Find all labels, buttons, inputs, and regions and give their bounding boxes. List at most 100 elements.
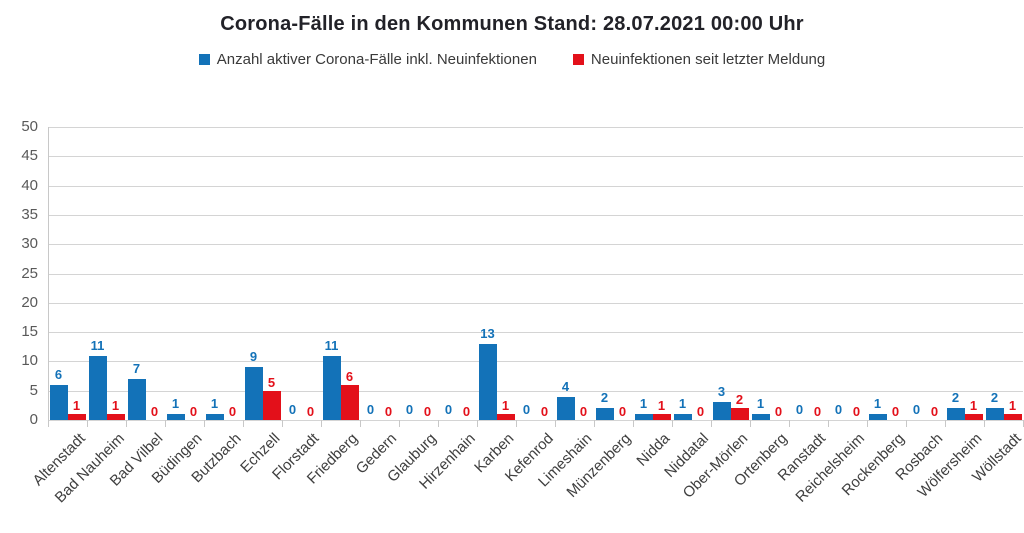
bar-value-label-new-infections: 0	[384, 404, 393, 419]
bar-value-label-new-infections: 0	[774, 404, 783, 419]
y-axis-tick-label: 30	[21, 235, 38, 253]
x-axis-tick	[243, 420, 244, 427]
y-axis-tick-label: 0	[29, 411, 38, 428]
grid-line	[48, 420, 1023, 421]
bar-value-label-active-cases: 0	[522, 402, 531, 417]
legend: Anzahl aktiver Corona-Fälle inkl. Neuinf…	[0, 51, 1024, 68]
x-axis-tick	[282, 420, 283, 427]
bar-active-cases	[985, 408, 1004, 420]
bar-value-label-active-cases: 1	[756, 396, 765, 412]
bar-value-label-active-cases: 13	[480, 325, 495, 341]
x-axis-tick	[672, 420, 673, 427]
bar-value-label-active-cases: 0	[912, 402, 921, 417]
x-axis-tick	[126, 420, 127, 427]
bar-value-label-new-infections: 0	[930, 404, 939, 419]
bar-value-label-active-cases: 1	[210, 396, 219, 412]
y-axis-tick-label: 45	[21, 147, 38, 165]
bar-new-infections	[262, 390, 281, 420]
bar-value-label-active-cases: 0	[366, 402, 375, 417]
bar-active-cases	[673, 414, 692, 420]
bar-value-label-new-infections: 5	[267, 374, 276, 390]
bar-value-label-active-cases: 3	[717, 384, 726, 400]
legend-label-new-infections: Neuinfektionen seit letzter Meldung	[590, 51, 826, 68]
bar-value-label-new-infections: 0	[540, 404, 549, 419]
x-axis-tick	[555, 420, 556, 427]
x-axis-tick	[594, 420, 595, 427]
bar-new-infections	[340, 384, 359, 420]
x-axis-tick	[477, 420, 478, 427]
bar-new-infections	[496, 414, 515, 420]
legend-swatch-active-cases	[198, 54, 210, 65]
bar-value-label-active-cases: 11	[90, 337, 105, 353]
bar-value-label-new-infections: 0	[306, 404, 315, 419]
bar-value-label-active-cases: 0	[834, 402, 843, 417]
x-axis-tick	[87, 420, 88, 427]
bar-active-cases	[166, 414, 185, 420]
x-axis-tick	[204, 420, 205, 427]
x-axis-tick	[867, 420, 868, 427]
x-axis-tick	[906, 420, 907, 427]
bar-value-label-new-infections: 1	[501, 398, 510, 414]
x-axis-tick	[789, 420, 790, 427]
grid-line	[48, 214, 1023, 216]
bar-value-label-new-infections: 1	[657, 398, 666, 414]
grid-line	[48, 273, 1023, 275]
y-axis-tick-label: 35	[21, 205, 38, 223]
bar-value-label-active-cases: 4	[561, 378, 570, 394]
x-axis-tick	[516, 420, 517, 427]
bar-value-label-active-cases: 1	[873, 396, 882, 412]
bar-active-cases	[127, 378, 146, 420]
bar-value-label-active-cases: 11	[324, 337, 339, 353]
x-axis-tick	[165, 420, 166, 427]
bar-value-label-active-cases: 1	[639, 396, 648, 412]
x-axis-tick	[399, 420, 400, 427]
x-axis-tick	[633, 420, 634, 427]
grid-line	[48, 244, 1023, 246]
chart-title: Corona-Fälle in den Kommunen Stand: 28.0…	[220, 13, 804, 35]
bar-active-cases	[868, 414, 887, 420]
bar-new-infections	[106, 414, 125, 420]
bar-value-label-active-cases: 6	[54, 366, 63, 382]
bar-active-cases	[946, 408, 965, 420]
y-axis-tick-label: 10	[21, 352, 38, 370]
bar-active-cases	[322, 355, 341, 420]
bar-active-cases	[712, 402, 731, 420]
grid-line	[48, 127, 1023, 128]
bar-value-label-new-infections: 0	[228, 404, 237, 419]
bar-value-label-new-infections: 1	[1008, 398, 1017, 414]
bar-active-cases	[595, 408, 614, 420]
bar-value-label-new-infections: 0	[618, 404, 627, 419]
y-axis-line	[48, 127, 49, 427]
bar-active-cases	[244, 367, 263, 420]
bar-value-label-active-cases: 0	[444, 402, 453, 417]
bar-value-label-active-cases: 2	[600, 390, 609, 406]
bar-new-infections	[67, 414, 86, 420]
x-axis-tick	[750, 420, 751, 427]
y-axis-tick-label: 20	[21, 293, 38, 311]
bar-value-label-new-infections: 0	[852, 404, 861, 419]
y-axis-tick-label: 50	[21, 118, 38, 135]
legend-item-active-cases: Anzahl aktiver Corona-Fälle inkl. Neuinf…	[198, 51, 537, 68]
plot-area: 6 1 11 1 7 0 1 0 1 0 9 5 0 0 11 6 0 0 0 0 0 0 13 1 0 0 4 0 2 0 1 1 1 0 3 2 1…	[48, 127, 1024, 427]
bar-value-label-active-cases: 1	[678, 396, 687, 412]
x-axis-tick	[321, 420, 322, 427]
bar-value-label-new-infections: 0	[891, 404, 900, 419]
bar-value-label-new-infections: 1	[969, 398, 978, 414]
y-axis-tick-label: 5	[29, 381, 38, 399]
bar-value-label-new-infections: 2	[735, 392, 744, 408]
bar-value-label-new-infections: 0	[813, 404, 822, 419]
x-axis-tick	[711, 420, 712, 427]
bar-active-cases	[205, 414, 224, 420]
x-axis-tick	[438, 420, 439, 427]
x-axis-tick	[945, 420, 946, 427]
grid-line	[48, 361, 1023, 363]
bar-value-label-active-cases: 0	[288, 402, 297, 417]
legend-item-new-infections: Neuinfektionen seit letzter Meldung	[572, 51, 826, 68]
bar-value-label-new-infections: 0	[423, 404, 432, 419]
bar-value-label-active-cases: 7	[132, 360, 141, 376]
bar-new-infections	[1003, 414, 1022, 420]
bar-active-cases	[88, 355, 107, 420]
bar-active-cases	[634, 414, 653, 420]
bar-value-label-new-infections: 1	[72, 398, 81, 414]
x-axis-tick	[828, 420, 829, 427]
